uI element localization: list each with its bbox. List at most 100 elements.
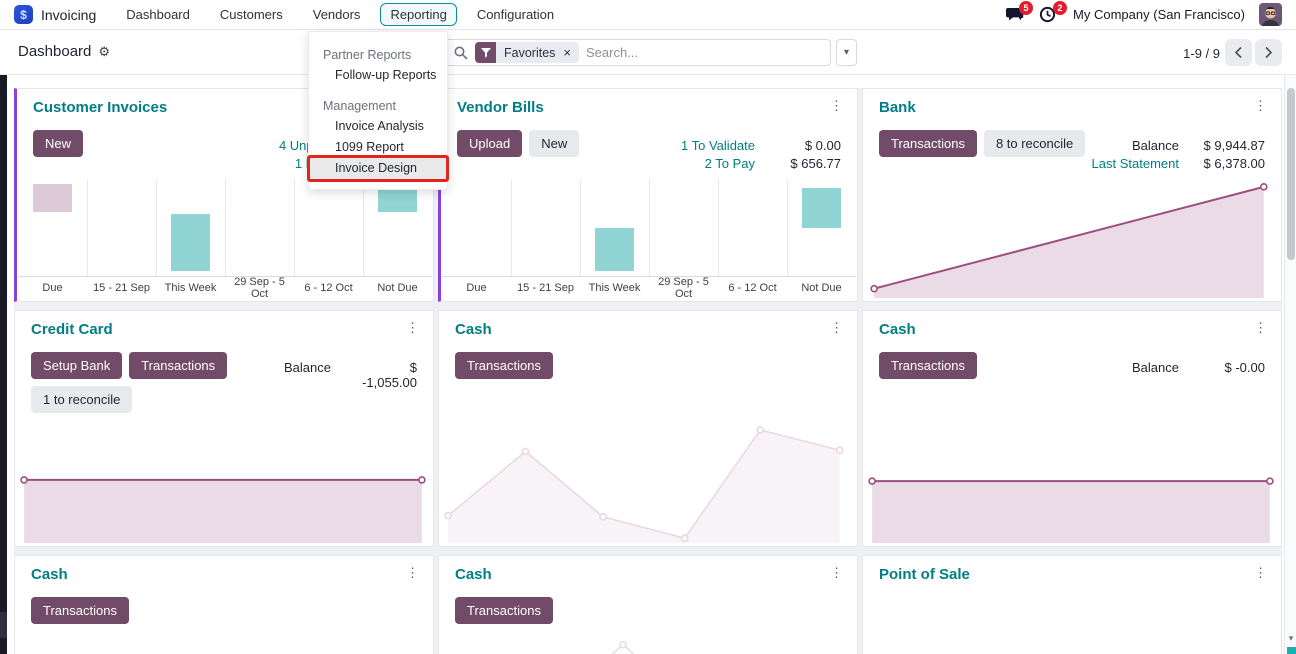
card-title[interactable]: Vendor Bills: [457, 99, 544, 116]
card-cash-right: Cash ⋮ Transactions Balance $ -0.00: [862, 310, 1282, 547]
messages-button[interactable]: 5: [1005, 0, 1034, 24]
axis-labels: Due 15 - 21 Sep This Week 29 Sep - 5 Oct 6 -…: [18, 276, 432, 300]
card-credit-card: Credit Card ⋮ Setup Bank Transactions 1 …: [14, 310, 434, 547]
bar-not-due[interactable]: [802, 187, 841, 229]
last-statement-link[interactable]: Last Statement: [1091, 156, 1179, 171]
balance-label: Balance: [1132, 360, 1179, 375]
card-title[interactable]: Cash: [879, 321, 916, 338]
axis-label: 29 Sep - 5 Oct: [234, 276, 285, 300]
scroll-corner-accent: [1287, 647, 1296, 654]
search-bar[interactable]: Favorites ×: [445, 39, 831, 66]
transactions-button[interactable]: Transactions: [129, 352, 228, 379]
setup-bank-button[interactable]: Setup Bank: [31, 352, 123, 379]
control-panel: Dashboard ⚙ Favorites × ▾ 1-9 / 9: [0, 30, 1296, 75]
balance-amount: $ -1,055.00: [362, 360, 417, 390]
scrollbar-thumb[interactable]: [1287, 88, 1295, 260]
card-cash-bottom-left: Cash ⋮ Transactions: [14, 555, 434, 654]
bar-this-week[interactable]: [171, 213, 210, 272]
gridline: [225, 179, 226, 276]
facet-label: Favorites: [504, 45, 556, 60]
card-title[interactable]: Cash: [455, 566, 492, 583]
activities-badge: 2: [1053, 0, 1068, 15]
bar-this-week[interactable]: [595, 228, 634, 272]
to-pay-amount: $ 656.77: [790, 156, 841, 171]
card-title[interactable]: Customer Invoices: [33, 99, 168, 116]
breadcrumb: Dashboard ⚙: [18, 43, 110, 60]
upload-button[interactable]: Upload: [457, 130, 523, 157]
to-reconcile-button[interactable]: 1 to reconcile: [31, 386, 133, 413]
chevron-right-icon: [1265, 46, 1273, 59]
search-options-toggle[interactable]: ▾: [836, 39, 857, 66]
balance-amount: $ 9,944.87: [1203, 138, 1265, 153]
scroll-down-arrow[interactable]: ▾: [1288, 633, 1294, 643]
area-chart-svg: [611, 640, 635, 654]
kebab-menu-icon[interactable]: ⋮: [830, 565, 843, 580]
kebab-menu-icon[interactable]: ⋮: [1254, 320, 1267, 335]
gridline: [363, 179, 364, 276]
kebab-menu-icon[interactable]: ⋮: [830, 320, 843, 335]
menu-item-invoice-design[interactable]: Invoice Design: [307, 155, 449, 182]
page-title: Dashboard: [18, 43, 92, 60]
card-stats: Balance $ 9,944.87 Last Statement $ 6,37…: [1092, 138, 1265, 171]
search-input[interactable]: [586, 45, 830, 60]
card-cash-mid: Cash ⋮ Transactions: [438, 310, 858, 547]
company-name[interactable]: My Company (San Francisco): [1073, 7, 1245, 22]
cash-chart[interactable]: [598, 640, 648, 654]
transactions-button[interactable]: Transactions: [879, 352, 977, 379]
invoice-design-label: Invoice Design: [335, 161, 417, 175]
transactions-button[interactable]: Transactions: [455, 597, 553, 624]
transactions-button[interactable]: Transactions: [31, 597, 129, 624]
card-title[interactable]: Credit Card: [31, 321, 113, 338]
axis-label: This Week: [164, 282, 217, 294]
search-facet-favorites[interactable]: Favorites ×: [475, 42, 579, 63]
gridline: [510, 179, 512, 276]
new-bill-button[interactable]: New: [529, 130, 580, 157]
bar-due[interactable]: [33, 183, 72, 212]
menu-item-invoice-analysis[interactable]: Invoice Analysis: [335, 119, 424, 133]
pager-previous-button[interactable]: [1225, 39, 1252, 66]
bank-chart[interactable]: [868, 181, 1276, 298]
user-avatar[interactable]: [1259, 3, 1282, 26]
card-stats: Balance $ -0.00: [1132, 360, 1265, 375]
vendor-bills-chart[interactable]: Due 15 - 21 Sep This Week 29 Sep - 5 Oct 6 -…: [442, 179, 856, 300]
to-reconcile-button[interactable]: 8 to reconcile: [983, 130, 1086, 157]
pager-next-button[interactable]: [1255, 39, 1282, 66]
kebab-menu-icon[interactable]: ⋮: [406, 565, 419, 580]
gear-icon[interactable]: ⚙: [98, 43, 111, 59]
filter-icon: [475, 42, 496, 63]
new-invoice-button[interactable]: New: [33, 130, 84, 157]
cash-chart[interactable]: [444, 424, 852, 543]
card-title[interactable]: Cash: [31, 566, 68, 583]
transactions-button[interactable]: Transactions: [455, 352, 553, 379]
gridline: [579, 179, 581, 276]
kebab-menu-icon[interactable]: ⋮: [1254, 98, 1267, 113]
menu-item-1099-report[interactable]: 1099 Report: [335, 140, 404, 154]
menu-vendors[interactable]: Vendors: [312, 7, 361, 22]
transactions-button[interactable]: Transactions: [879, 130, 977, 157]
card-title[interactable]: Cash: [455, 321, 492, 338]
card-title[interactable]: Point of Sale: [879, 566, 970, 583]
menu-configuration[interactable]: Configuration: [476, 7, 555, 22]
menu-dashboard[interactable]: Dashboard: [126, 7, 190, 22]
axis-label: 15 - 21 Sep: [517, 282, 574, 294]
credit-card-chart[interactable]: [20, 424, 428, 543]
kebab-menu-icon[interactable]: ⋮: [1254, 565, 1267, 580]
app-name[interactable]: Invoicing: [41, 6, 97, 23]
activities-button[interactable]: 2: [1039, 0, 1068, 24]
cash-chart[interactable]: [868, 424, 1276, 543]
vertical-scrollbar[interactable]: ▾: [1284, 75, 1296, 654]
app-switcher[interactable]: $ Invoicing: [0, 5, 96, 24]
card-title[interactable]: Bank: [879, 99, 916, 116]
customer-invoices-chart[interactable]: Due 15 - 21 Sep This Week 29 Sep - 5 Oct 6 -…: [18, 179, 432, 300]
menu-item-follow-up-reports[interactable]: Follow-up Reports: [335, 68, 437, 82]
to-pay-link[interactable]: 2 To Pay: [704, 156, 755, 171]
menu-reporting[interactable]: Reporting: [380, 3, 457, 26]
to-validate-link[interactable]: 1 To Validate: [681, 138, 755, 153]
kebab-menu-icon[interactable]: ⋮: [830, 98, 843, 113]
kebab-menu-icon[interactable]: ⋮: [406, 320, 419, 335]
gridline: [649, 179, 650, 276]
menu-customers[interactable]: Customers: [219, 7, 283, 22]
reporting-dropdown-menu: Partner Reports Follow-up Reports Manage…: [307, 31, 449, 190]
facet-close-icon[interactable]: ×: [563, 45, 571, 60]
left-edge-panel: [0, 30, 7, 654]
